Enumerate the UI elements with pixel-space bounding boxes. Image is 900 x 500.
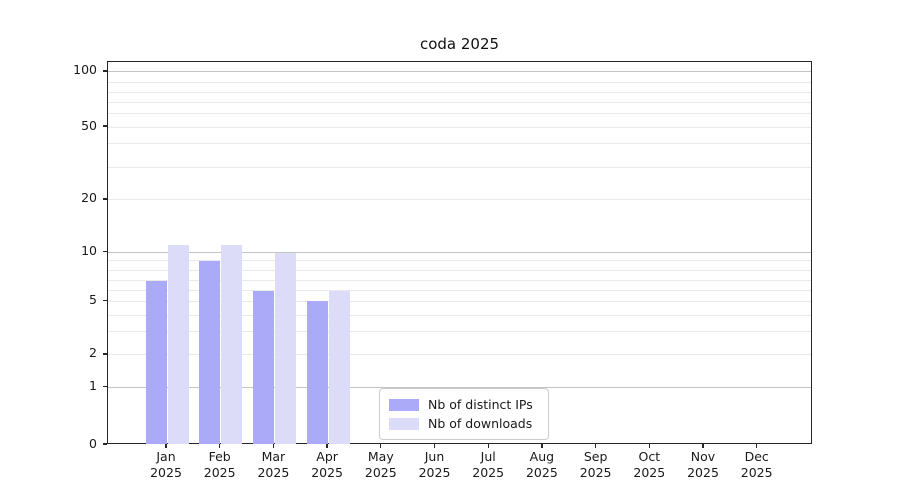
y-tick-label-10: 10	[81, 243, 97, 259]
legend-label-downloads: Nb of downloads	[428, 416, 533, 431]
gridline-100	[108, 71, 811, 73]
bar-downloads-feb	[221, 245, 243, 444]
bar-downloads-jan	[167, 245, 189, 444]
gridline-40	[108, 143, 811, 145]
gridline-6	[108, 290, 811, 292]
y-tick-20	[102, 198, 107, 200]
gridline-60	[108, 112, 811, 114]
chart-title: coda 2025	[419, 35, 500, 53]
gridline-5	[108, 300, 811, 302]
legend-entry-distinct-ips: Nb of distinct IPs	[389, 395, 538, 414]
x-tick-label-mar: Mar 2025	[257, 449, 290, 480]
y-tick-50	[102, 125, 107, 127]
y-tick-label-2: 2	[89, 345, 97, 361]
x-tick-jun	[433, 444, 436, 448]
gridline-3	[108, 330, 811, 332]
gridline-7	[108, 280, 811, 282]
gridline-90	[108, 81, 811, 83]
x-tick-sep	[594, 444, 597, 448]
gridline-80	[108, 91, 811, 93]
legend-label-distinct-ips: Nb of distinct IPs	[428, 397, 533, 412]
gridline-2	[108, 354, 811, 356]
legend: Nb of distinct IPs Nb of downloads	[379, 388, 549, 440]
gridline-1	[108, 386, 811, 388]
bar-ips-feb	[199, 260, 221, 444]
y-tick-100	[102, 70, 107, 72]
gridline-20	[108, 199, 811, 201]
x-tick-label-jan: Jan 2025	[150, 449, 182, 480]
x-tick-label-jul: Jul 2025	[472, 449, 505, 480]
x-tick-label-nov: Nov 2025	[687, 449, 719, 480]
x-tick-feb	[219, 444, 221, 448]
legend-swatch-distinct-ips	[389, 398, 419, 411]
x-tick-mar	[272, 444, 275, 448]
bar-ips-apr	[306, 301, 328, 444]
x-tick-nov	[702, 444, 704, 448]
y-tick-10	[102, 250, 107, 253]
gridline-30	[108, 166, 811, 168]
gridline-10	[108, 252, 811, 254]
x-tick-dec	[756, 444, 758, 448]
x-tick-label-sep: Sep 2025	[579, 449, 612, 480]
gridline-70	[108, 101, 811, 103]
y-tick-1	[102, 385, 107, 388]
y-tick-2	[102, 353, 107, 355]
gridline-9	[108, 260, 811, 262]
x-tick-label-apr: Apr 2025	[311, 449, 343, 480]
x-tick-label-jun: Jun 2025	[418, 449, 451, 480]
x-tick-oct	[648, 444, 650, 448]
x-tick-may	[380, 444, 382, 448]
y-tick-0	[102, 443, 107, 445]
x-tick-label-dec: Dec 2025	[740, 449, 773, 480]
y-tick-5	[102, 299, 107, 301]
y-tick-label-20: 20	[81, 190, 97, 206]
legend-entry-downloads: Nb of downloads	[389, 414, 538, 433]
y-tick-label-1: 1	[89, 377, 97, 393]
y-tick-label-50: 50	[81, 117, 97, 133]
bar-downloads-apr	[328, 290, 350, 444]
x-tick-aug	[541, 444, 543, 448]
gridline-4	[108, 314, 811, 316]
gridline-50	[108, 126, 811, 128]
y-tick-label-100: 100	[73, 62, 97, 78]
bar-downloads-mar	[274, 252, 296, 444]
bar-ips-mar	[252, 290, 274, 444]
x-tick-label-aug: Aug 2025	[525, 449, 558, 480]
y-tick-label-0: 0	[89, 435, 97, 451]
plot-area: Nb of distinct IPs Nb of downloads	[107, 61, 812, 444]
legend-swatch-downloads	[389, 417, 419, 430]
y-tick-label-5: 5	[89, 291, 97, 307]
x-tick-label-feb: Feb 2025	[203, 449, 236, 480]
x-tick-label-may: May 2025	[364, 449, 397, 480]
bar-ips-jan	[145, 280, 167, 444]
x-tick-jan	[165, 444, 167, 448]
x-tick-jul	[487, 444, 489, 448]
x-tick-apr	[326, 444, 328, 448]
x-tick-label-oct: Oct 2025	[633, 449, 666, 480]
gridline-8	[108, 270, 811, 272]
